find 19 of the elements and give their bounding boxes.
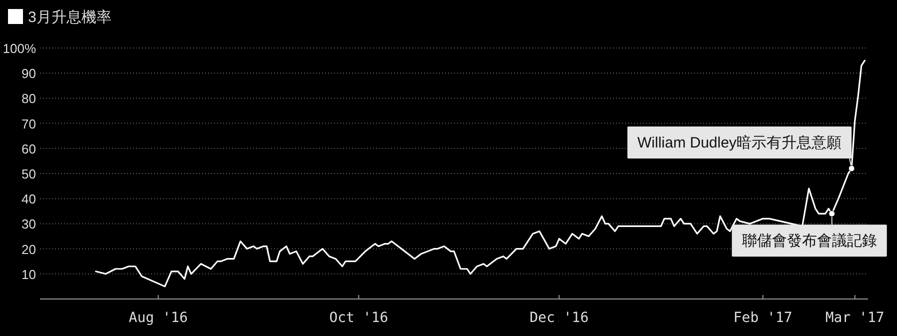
- y-tick-label: 10: [22, 266, 36, 282]
- annotation: William Dudley暗示有升息意願: [637, 134, 842, 152]
- legend-label: 3月升息機率: [28, 9, 112, 26]
- y-tick-label: 100%: [2, 41, 36, 56]
- y-tick-label: 50: [22, 166, 36, 182]
- y-tick-label: 60: [22, 141, 36, 156]
- x-tick-label: Aug '16: [128, 310, 188, 326]
- x-tick-label: Oct '16: [329, 310, 388, 326]
- x-tick-label: Mar '17: [825, 310, 884, 326]
- legend: 3月升息機率: [8, 9, 112, 26]
- y-tick-label: 70: [22, 116, 36, 132]
- y-tick-label: 20: [22, 242, 36, 257]
- annotation: 聯儲會發布會議記錄: [742, 232, 877, 250]
- y-tick-label: 90: [22, 66, 36, 82]
- y-tick-label: 80: [22, 91, 36, 106]
- y-tick-label: 30: [22, 216, 36, 232]
- x-tick-label: Feb '17: [733, 310, 792, 326]
- x-tick-label: Dec '16: [530, 310, 589, 326]
- y-tick-label: 40: [22, 192, 36, 207]
